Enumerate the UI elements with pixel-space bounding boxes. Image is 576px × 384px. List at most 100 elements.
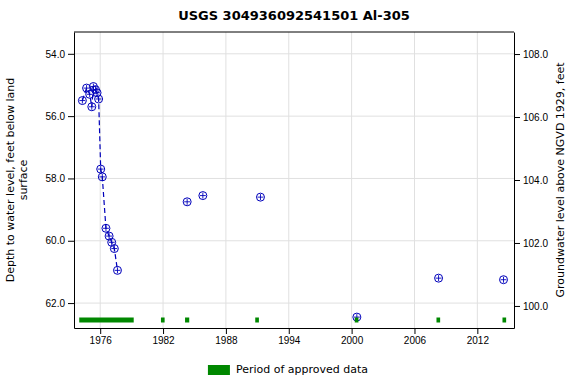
tick: 2000 <box>341 328 364 346</box>
marker-cross <box>98 166 104 172</box>
marker-circle <box>500 276 508 284</box>
tick-label: 1982 <box>152 335 175 346</box>
marker-cross <box>184 199 190 205</box>
grid-line-y <box>74 116 514 117</box>
data-point <box>102 224 110 232</box>
tick: 54.0 <box>46 49 74 60</box>
marker-cross <box>111 246 117 252</box>
tick: 108.0 <box>514 49 548 60</box>
tick-mark <box>514 117 520 118</box>
tick: 2012 <box>467 328 490 346</box>
grid-line-x <box>477 32 478 328</box>
grid-line-x <box>351 32 352 328</box>
tick-label: 56.0 <box>46 111 66 122</box>
tick-mark <box>477 328 478 334</box>
tick-mark <box>514 54 520 55</box>
tick: 1982 <box>152 328 175 346</box>
grid <box>74 32 514 328</box>
grid-line-y <box>74 303 514 304</box>
marker-cross <box>354 314 360 320</box>
tick: 58.0 <box>46 173 74 184</box>
marker-circle <box>102 224 110 232</box>
approved-periods <box>79 320 506 321</box>
legend: Period of approved data <box>208 363 368 376</box>
tick: 102.0 <box>514 238 548 249</box>
tick-mark <box>100 328 101 334</box>
y-axis: 54.056.058.060.062.0 <box>46 33 75 329</box>
marker-circle <box>88 103 96 111</box>
tick: 1988 <box>215 328 238 346</box>
data-point <box>199 192 207 200</box>
marker-circle <box>435 274 443 282</box>
grid-line-y <box>74 53 514 54</box>
y2-axis: 108.0 106.0 104.0 102.0 100.0 <box>514 33 548 329</box>
marker-cross <box>501 277 507 283</box>
marks <box>78 83 507 322</box>
y-axis-label: Depth to water level, feet below landsur… <box>4 78 30 283</box>
tick-label: 60.0 <box>46 235 66 246</box>
tick-mark <box>414 328 415 334</box>
tick: 2006 <box>404 328 427 346</box>
tick-label: 1976 <box>90 335 113 346</box>
data-point <box>95 95 103 103</box>
tick: 56.0 <box>46 111 74 122</box>
approved-period <box>185 318 189 323</box>
grid-line-y <box>74 240 514 241</box>
tick-mark <box>514 306 520 307</box>
marker-cross <box>96 96 102 102</box>
tick-label: 2000 <box>341 335 364 346</box>
marker-circle <box>199 192 207 200</box>
tick-mark <box>289 328 290 334</box>
data-point <box>500 276 508 284</box>
tick-label: 58.0 <box>46 173 66 184</box>
marker-circle <box>78 97 86 105</box>
y2-axis-label: Groundwater level above NGVD 1929, feet <box>554 62 567 298</box>
tick: 106.0 <box>514 112 548 123</box>
marker-cross <box>114 267 120 273</box>
grid-line-x <box>414 32 415 328</box>
tick-mark <box>68 116 74 117</box>
tick-mark <box>514 243 520 244</box>
data-point <box>97 165 105 173</box>
marker-cross <box>89 104 95 110</box>
marker-circle <box>98 173 106 181</box>
data-point <box>98 173 106 181</box>
data-point <box>353 313 361 321</box>
tick-mark <box>163 328 164 334</box>
approved-period <box>79 318 133 323</box>
marker-cross <box>436 275 442 281</box>
tick-label: 1988 <box>215 335 238 346</box>
title: USGS 304936092541501 Al-305 <box>178 8 410 23</box>
legend-swatch <box>208 365 230 375</box>
tick: 104.0 <box>514 175 548 186</box>
legend-label: Period of approved data <box>236 363 368 376</box>
marker-cross <box>99 174 105 180</box>
tick-label: 2012 <box>467 335 490 346</box>
grid-line-x <box>288 32 289 328</box>
tick: 100.0 <box>514 301 548 312</box>
data-point <box>256 193 264 201</box>
data-point <box>113 266 121 274</box>
marker-cross <box>79 98 85 104</box>
marker-circle <box>256 193 264 201</box>
tick-mark <box>352 328 353 334</box>
tick-label: 2006 <box>404 335 427 346</box>
marker-circle <box>183 198 191 206</box>
tick-mark <box>68 241 74 242</box>
tick: 60.0 <box>46 235 74 246</box>
marker-cross <box>257 194 263 200</box>
tick-mark <box>226 328 227 334</box>
marker-cross <box>200 193 206 199</box>
marker-circle <box>97 165 105 173</box>
axis-line <box>75 328 515 329</box>
x-axis: 1976198219881994200020062012 <box>75 328 515 346</box>
grid-line-x <box>163 32 164 328</box>
tick-label: 108.0 <box>523 49 548 60</box>
tick: 1976 <box>90 328 113 346</box>
data-point <box>435 274 443 282</box>
marker-cross <box>103 225 109 231</box>
marker-circle <box>113 266 121 274</box>
marker-circle <box>110 245 118 253</box>
approved-period <box>355 318 359 323</box>
chart: 197619821988199420002006201254.056.058.0… <box>0 0 576 384</box>
